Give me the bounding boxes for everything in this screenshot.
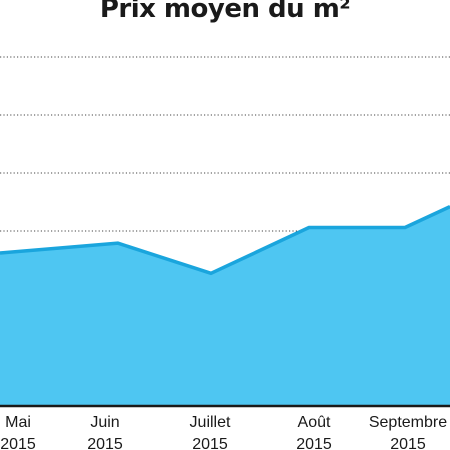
x-tick-label-year: 2015 [87, 436, 123, 450]
x-tick-label-year: 2015 [0, 436, 36, 450]
data-point [117, 242, 119, 244]
x-tick-label-year: 2015 [390, 436, 426, 450]
chart-title: Prix moyen du m² [99, 0, 351, 24]
data-point [210, 272, 212, 274]
data-point [308, 227, 310, 229]
x-tick-label-year: 2015 [296, 436, 332, 450]
x-tick-label-month: Mai [5, 414, 31, 431]
series-line [0, 205, 450, 276]
data-point [404, 227, 406, 229]
data-point [0, 252, 1, 254]
area-series [0, 205, 450, 405]
area-fill [0, 206, 450, 405]
x-tick-labels: Mai 2015 Juin 2015 Juillet 2015 Août 2015 Septem… [0, 414, 447, 450]
x-tick-label-month: Août [298, 414, 331, 431]
x-tick-label-month: Juin [90, 414, 119, 431]
x-tick-label-month: Septembre [369, 414, 447, 431]
x-tick-label-year: 2015 [192, 436, 228, 450]
x-tick-label-month: Juillet [190, 414, 231, 431]
